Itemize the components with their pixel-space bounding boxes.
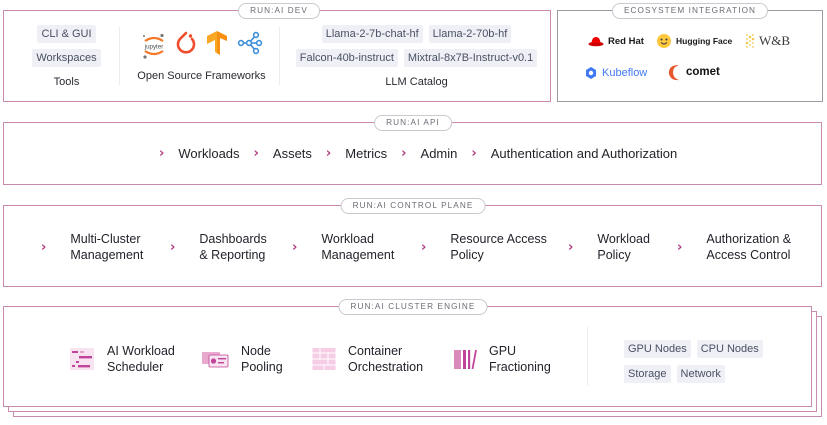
ce-item-node-pooling[interactable]: Node Pooling [201, 343, 283, 375]
api-item-authn-authz[interactable]: › Authentication and Authorization [471, 146, 678, 161]
api-layer: RUN:AI API › Workloads › Assets › Metric… [3, 115, 822, 185]
dev-layer-title: RUN:AI DEV [238, 3, 320, 19]
cp-item-workload-policy[interactable]: › Workload Policy [568, 232, 650, 262]
divider [119, 27, 120, 85]
chevron-right-icon: › [568, 239, 574, 255]
ecosystem-item-kubeflow[interactable]: Kubeflow [584, 66, 647, 80]
api-items: › Workloads › Assets › Metrics › Admin ›… [159, 146, 691, 161]
tool-tag-cli-gui[interactable]: CLI & GUI [37, 24, 96, 43]
tools-group: CLI & GUI Workspaces Tools [24, 11, 109, 101]
chevron-right-icon: › [170, 239, 176, 255]
chevron-right-icon: › [253, 146, 259, 161]
redhat-label: Red Hat [608, 35, 644, 47]
resources-group: GPU Nodes CPU Nodes Storage Network [624, 340, 763, 383]
dev-layer: RUN:AI DEV CLI & GUI Workspaces Tools ju… [3, 3, 551, 102]
divider [587, 327, 588, 386]
frameworks-label: Open Source Frameworks [137, 69, 266, 82]
ecosystem-item-comet[interactable]: comet [666, 62, 720, 82]
redhat-icon [588, 37, 604, 47]
tensorflow-icon [205, 30, 229, 61]
kubeflow-icon [586, 67, 596, 79]
cp-item-multi-cluster[interactable]: › Multi-Cluster Management [41, 232, 144, 262]
wandb-icon [745, 34, 755, 48]
chevron-right-icon: › [159, 146, 165, 161]
tool-tag-workspaces[interactable]: Workspaces [32, 48, 101, 67]
node-pooling-icon [202, 352, 229, 368]
scheduler-icon [70, 348, 94, 370]
svg-text:jupyter: jupyter [143, 43, 163, 50]
resource-tag-gpu-nodes[interactable]: GPU Nodes [624, 340, 691, 358]
ecosystem-integration: ECOSYSTEM INTEGRATION Red Hat Hugging Fa… [557, 3, 823, 102]
tools-label: Tools [53, 75, 80, 88]
kubeflow-label: Kubeflow [602, 67, 648, 79]
jupyter-icon: jupyter [141, 32, 167, 60]
llm-tag[interactable]: Llama-2-7b-chat-hf [321, 24, 423, 43]
control-plane-layer: RUN:AI CONTROL PLANE › Multi-Cluster Mana… [3, 198, 822, 287]
wandb-label: W&B [759, 33, 791, 48]
cp-item-authorization-access-control[interactable]: › Authorization & Access Control [677, 232, 792, 262]
huggingface-icon [657, 34, 671, 48]
cp-item-workload-management[interactable]: › Workload Management [292, 232, 395, 262]
api-item-assets[interactable]: › Assets [253, 146, 312, 161]
pytorch-icon [175, 30, 197, 61]
resource-tag-network[interactable]: Network [676, 365, 725, 383]
api-layer-title: RUN:AI API [374, 115, 452, 131]
ecosystem-item-wandb[interactable]: W&B [745, 33, 790, 49]
cp-item-resource-access-policy[interactable]: › Resource Access Policy [421, 232, 547, 262]
chevron-right-icon: › [421, 239, 427, 255]
chevron-right-icon: › [677, 239, 683, 255]
api-item-metrics[interactable]: › Metrics [325, 146, 388, 161]
ce-item-scheduler[interactable]: AI Workload Scheduler [69, 343, 175, 375]
control-plane-title: RUN:AI CONTROL PLANE [340, 198, 486, 214]
divider [279, 27, 280, 85]
huggingface-label: Hugging Face [676, 36, 733, 46]
frameworks-group: jupyter [124, 11, 279, 101]
api-item-workloads[interactable]: › Workloads [159, 146, 240, 161]
comet-icon [668, 65, 679, 81]
cluster-engine-title: RUN:AI CLUSTER ENGINE [338, 299, 488, 315]
ce-item-container-orchestration[interactable]: Container Orchestration [312, 343, 423, 375]
chevron-right-icon: › [292, 239, 298, 255]
kubeflow-pipelines-icon [237, 31, 263, 60]
chevron-right-icon: › [325, 146, 332, 161]
ecosystem-item-redhat[interactable]: Red Hat [588, 35, 644, 47]
llm-tag[interactable]: Llama-2-70b-hf [428, 24, 512, 43]
llm-tag[interactable]: Mixtral-8x7B-Instruct-v0.1 [403, 48, 538, 67]
ecosystem-title: ECOSYSTEM INTEGRATION [611, 3, 769, 19]
chevron-right-icon: › [471, 146, 477, 161]
ecosystem-item-huggingface[interactable]: Hugging Face [656, 33, 732, 49]
llm-catalog-label: LLM Catalog [385, 75, 448, 88]
comet-label: comet [686, 66, 720, 78]
ce-item-gpu-fractioning[interactable]: GPU Fractioning [453, 343, 551, 375]
resource-tag-storage[interactable]: Storage [624, 365, 671, 383]
chevron-right-icon: › [41, 239, 47, 255]
llm-tag[interactable]: Falcon-40b-instruct [295, 48, 398, 67]
cluster-engine-layer: RUN:AI CLUSTER ENGINE AI Workload Schedul… [3, 299, 812, 407]
llm-catalog-group: Llama-2-7b-chat-hf Llama-2-70b-hf Falcon… [284, 11, 549, 101]
api-item-admin[interactable]: › Admin [401, 146, 458, 161]
gpu-fractioning-icon [454, 349, 477, 370]
resource-tag-cpu-nodes[interactable]: CPU Nodes [696, 340, 763, 358]
chevron-right-icon: › [401, 146, 407, 161]
cp-item-dashboards[interactable]: › Dashboards & Reporting [170, 232, 267, 262]
container-orchestration-icon [312, 348, 336, 370]
